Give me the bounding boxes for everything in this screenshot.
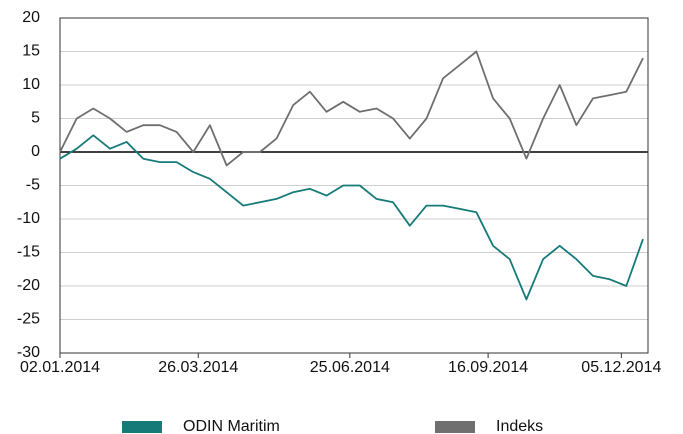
legend-swatch (122, 421, 162, 433)
x-tick-label: 25.06.2014 (310, 359, 390, 376)
x-tick-label: 02.01.2014 (20, 359, 100, 376)
y-tick-label: 20 (22, 9, 40, 26)
plot-frame (59, 17, 649, 354)
legend-label: Indeks (496, 418, 543, 434)
y-tick-label: -20 (17, 277, 40, 294)
y-tick-label: -5 (26, 177, 40, 194)
y-tick-label: 10 (22, 76, 40, 93)
y-tick-label: -25 (17, 311, 40, 328)
y-tick-label: 0 (31, 143, 40, 160)
x-tick-label: 26.03.2014 (158, 359, 238, 376)
y-tick-label: -10 (17, 210, 40, 227)
y-tick-label: 15 (22, 43, 40, 60)
y-tick-label: -30 (17, 344, 40, 361)
legend-label: ODIN Maritim (183, 418, 280, 434)
y-tick-label: 5 (31, 110, 40, 127)
x-tick-label: 05.12.2014 (581, 359, 661, 376)
x-tick-label: 16.09.2014 (448, 359, 528, 376)
series-line (59, 134, 644, 301)
legend-swatch (435, 421, 475, 433)
series-line (59, 50, 644, 167)
y-tick-label: -15 (17, 244, 40, 261)
